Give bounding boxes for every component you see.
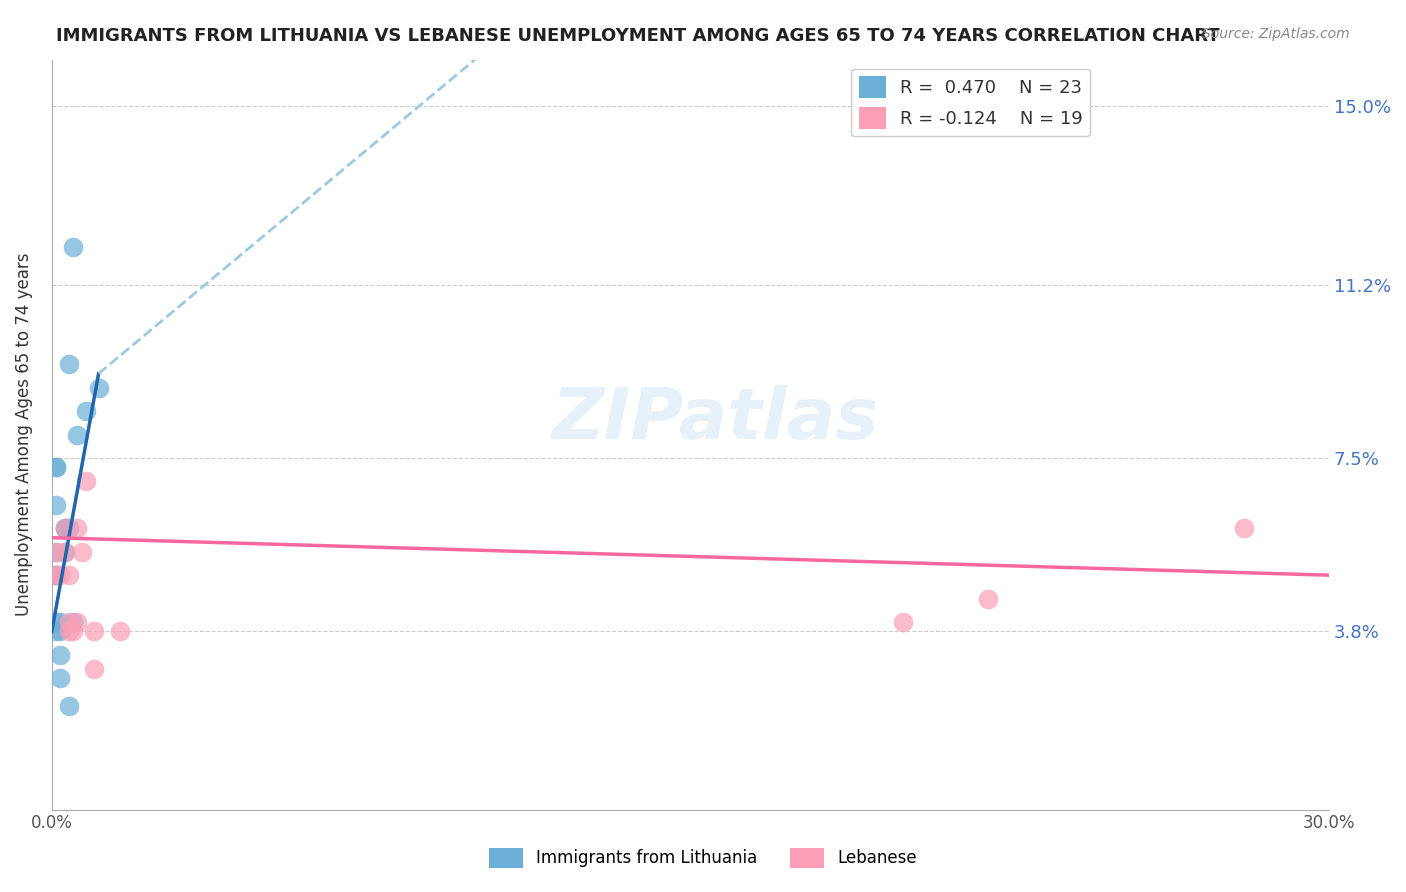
Point <box>49 615 72 629</box>
Point <box>45 568 67 582</box>
Point <box>58 615 80 629</box>
Point <box>977 591 1000 606</box>
Point <box>45 624 67 639</box>
Legend: Immigrants from Lithuania, Lebanese: Immigrants from Lithuania, Lebanese <box>482 841 924 875</box>
Point <box>58 521 80 535</box>
Point <box>1233 521 1256 535</box>
Point <box>45 568 67 582</box>
Point <box>45 545 67 559</box>
Point <box>45 498 67 512</box>
Point <box>58 568 80 582</box>
Point <box>53 545 76 559</box>
Point <box>58 699 80 714</box>
Text: ZIPatlas: ZIPatlas <box>553 385 880 454</box>
Point <box>66 615 89 629</box>
Legend: R =  0.470    N = 23, R = -0.124    N = 19: R = 0.470 N = 23, R = -0.124 N = 19 <box>852 69 1090 136</box>
Point <box>53 521 76 535</box>
Point <box>108 624 131 639</box>
Point <box>83 662 105 676</box>
Point <box>45 615 67 629</box>
Point <box>45 460 67 475</box>
Point <box>49 624 72 639</box>
Point <box>891 615 914 629</box>
Point <box>75 475 97 489</box>
Point <box>70 545 93 559</box>
Point <box>66 427 89 442</box>
Y-axis label: Unemployment Among Ages 65 to 74 years: Unemployment Among Ages 65 to 74 years <box>15 252 32 616</box>
Text: IMMIGRANTS FROM LITHUANIA VS LEBANESE UNEMPLOYMENT AMONG AGES 65 TO 74 YEARS COR: IMMIGRANTS FROM LITHUANIA VS LEBANESE UN… <box>56 27 1220 45</box>
Point <box>53 521 76 535</box>
Point <box>87 381 110 395</box>
Point <box>58 357 80 371</box>
Point <box>62 615 84 629</box>
Point <box>49 671 72 685</box>
Point <box>45 460 67 475</box>
Point <box>53 521 76 535</box>
Point <box>66 521 89 535</box>
Point <box>83 624 105 639</box>
Point <box>49 568 72 582</box>
Point <box>58 624 80 639</box>
Point <box>75 404 97 418</box>
Point <box>45 568 67 582</box>
Point <box>49 648 72 662</box>
Point <box>62 624 84 639</box>
Text: Source: ZipAtlas.com: Source: ZipAtlas.com <box>1202 27 1350 41</box>
Point <box>45 545 67 559</box>
Point <box>53 545 76 559</box>
Point <box>62 240 84 254</box>
